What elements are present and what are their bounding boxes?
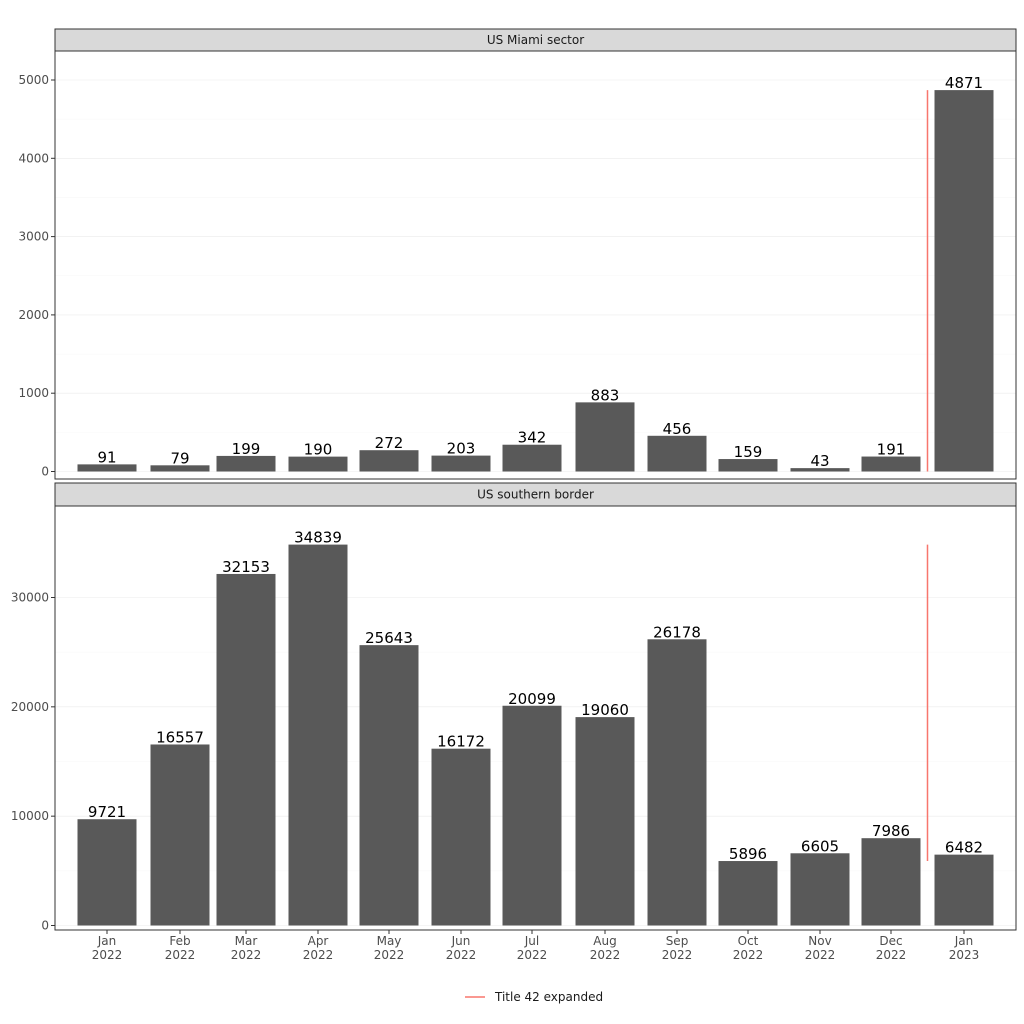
legend-label: Title 42 expanded [494,990,603,1004]
bar [216,573,276,926]
bar [359,645,419,926]
facet-panel: US Miami sector 91 79 199 190 272 203 342 883 456… [18,28,1017,480]
legend: Title 42 expanded [465,990,603,1004]
x-tick-label-year: 2022 [446,948,477,962]
bar-value-label: 19060 [581,701,629,719]
bar-value-label: 79 [170,449,189,467]
x-tick-label-month: Feb [169,934,190,948]
y-tick-label: 30000 [11,591,49,605]
panel-border [54,505,1017,931]
bar [502,444,562,472]
facet-title: US Miami sector [487,33,584,47]
x-tick-label-month: Jun [451,934,471,948]
x-tick-label-month: Nov [808,934,831,948]
facet-panel: US southern border 9721 16557 32153 34839 256… [11,482,1017,962]
x-tick-label-year: 2022 [590,948,621,962]
bar-value-label: 6482 [945,839,983,857]
bar-value-label: 32153 [222,558,270,576]
x-tick-label-year: 2022 [303,948,334,962]
bar [150,465,210,472]
facet-title: US southern border [477,488,594,502]
y-tick-label: 20000 [11,700,49,714]
x-tick-label-year: 2022 [805,948,836,962]
y-tick-label: 0 [41,465,49,479]
bar [934,854,994,926]
bar-value-label: 203 [447,440,476,458]
x-tick-label-month: Oct [738,934,759,948]
bar [647,639,707,926]
bar-value-label: 342 [518,429,547,447]
y-tick-label: 10000 [11,809,49,823]
x-tick-label-month: Jan [97,934,117,948]
x-tick-label-year: 2022 [374,948,405,962]
x-tick-label-month: Apr [308,934,329,948]
x-tick-label-month: Aug [593,934,616,948]
bar-value-label: 190 [304,441,333,459]
bar [288,456,348,472]
bar-value-label: 26178 [653,623,701,641]
bar [150,744,210,926]
panel-background [55,51,1016,479]
bar-value-label: 25643 [365,629,413,647]
bar-value-label: 4871 [945,74,983,92]
bar [934,90,994,472]
x-tick-label-year: 2022 [517,948,548,962]
bar-value-label: 456 [663,420,692,438]
bar-value-label: 272 [375,434,404,452]
bar [359,450,419,472]
panel-border [54,50,1017,480]
x-tick-label-year: 2022 [165,948,196,962]
bar-value-label: 9721 [88,803,126,821]
x-tick-label-month: Jan [954,934,974,948]
bar-value-label: 20099 [508,690,556,708]
y-tick-label: 1000 [18,386,49,400]
bar-value-label: 34839 [294,529,342,547]
bar [431,748,491,926]
bar-value-label: 6605 [801,837,839,855]
bar [790,468,850,472]
bar [77,464,137,472]
bar [575,717,635,926]
bar-value-label: 16557 [156,728,204,746]
bar-value-label: 5896 [729,845,767,863]
x-tick-label-month: Dec [879,934,902,948]
bar-value-label: 191 [877,441,906,459]
x-tick-label-year: 2022 [876,948,907,962]
x-tick-label-month: Sep [666,934,689,948]
bar [718,459,778,472]
bar-value-label: 7986 [872,822,910,840]
bar [431,455,491,472]
bar [575,402,635,472]
x-tick-label-month: May [377,934,402,948]
y-tick-label: 0 [41,919,49,933]
x-tick-label-month: Mar [235,934,258,948]
y-tick-label: 5000 [18,73,49,87]
x-tick-label-year: 2022 [92,948,123,962]
bar [288,544,348,926]
y-tick-label: 4000 [18,151,49,165]
bar-value-label: 16172 [437,733,485,751]
bar [216,455,276,472]
bar-value-label: 159 [734,443,763,461]
x-tick-label-month: Jul [524,934,539,948]
y-tick-label: 3000 [18,230,49,244]
bar [647,435,707,472]
bar [502,705,562,926]
x-tick-label-year: 2023 [949,948,980,962]
bar [861,838,921,926]
bar [790,853,850,926]
bar [718,861,778,926]
bar-value-label: 883 [591,386,620,404]
x-tick-label-year: 2022 [733,948,764,962]
bar [861,456,921,472]
y-tick-label: 2000 [18,308,49,322]
x-tick-label-year: 2022 [662,948,693,962]
bar-value-label: 199 [232,440,261,458]
bar-value-label: 43 [810,452,829,470]
x-tick-label-year: 2022 [231,948,262,962]
bar-value-label: 91 [97,448,116,466]
bar [77,819,137,926]
